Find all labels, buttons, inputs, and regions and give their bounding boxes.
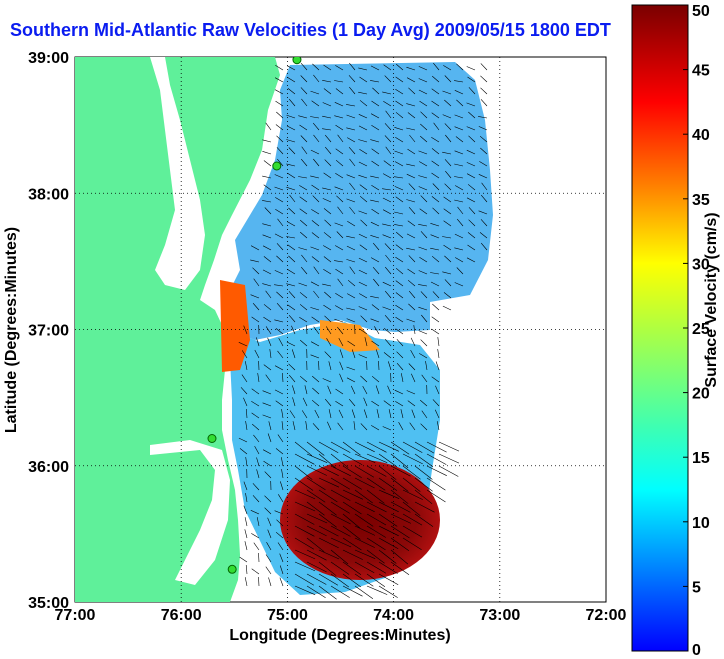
y-tick-label: 35:00 [28, 595, 69, 612]
station-marker [292, 57, 302, 65]
grid-lines [75, 57, 606, 602]
x-tick-label: 75:00 [267, 607, 308, 624]
colorbar-tick-label: 15 [692, 450, 710, 467]
station-marker [207, 434, 217, 443]
colorbar-tick-label: 50 [692, 3, 710, 20]
colorbar: 0 5 10 15 20 25 30 35 40 45 50 Surface Velocity (c… [631, 3, 720, 659]
x-tick-label: 72:00 [586, 607, 627, 624]
velocity-hotspot-west [220, 280, 250, 372]
land-mass [75, 57, 280, 602]
colorbar-scale [631, 4, 689, 652]
x-axis-label: Longitude (Degrees:Minutes) [229, 627, 450, 644]
station-marker [272, 161, 282, 171]
velocity-hotspot-southeast [280, 460, 440, 580]
colorbar-tick-label: 10 [692, 515, 710, 532]
x-tick-label: 74:00 [373, 607, 414, 624]
colorbar-ticks: 0 5 10 15 20 25 30 35 40 45 50 [683, 3, 710, 659]
x-tick-label: 77:00 [55, 607, 96, 624]
x-tick-label: 73:00 [479, 607, 520, 624]
y-tick-label: 36:00 [28, 459, 69, 476]
y-axis-ticks: 39:00 38:00 37:00 36:00 35:00 [28, 50, 69, 612]
colorbar-tick-label: 30 [692, 256, 710, 273]
velocity-vectors [238, 62, 488, 600]
vector-arrows [238, 62, 488, 600]
y-tick-label: 39:00 [28, 50, 69, 67]
map-plot-area [74, 56, 607, 603]
station-marker [227, 564, 237, 574]
colorbar-tick-label: 5 [692, 579, 701, 596]
y-tick-label: 38:00 [28, 186, 69, 203]
bay-water-south [150, 440, 230, 585]
colorbar-tick-label: 35 [692, 192, 710, 209]
bay-water [150, 57, 205, 290]
y-tick-label: 37:00 [28, 323, 69, 340]
colorbar-label: Surface Velocity (cm/s) [703, 212, 720, 387]
colorbar-tick-label: 20 [692, 386, 710, 403]
x-tick-label: 76:00 [161, 607, 202, 624]
colorbar-tick-label: 45 [692, 63, 710, 80]
velocity-field-north [225, 62, 493, 340]
colorbar-tick-label: 40 [692, 127, 710, 144]
radar-stations [207, 57, 302, 574]
colorbar-tick-label: 25 [692, 321, 710, 338]
chart-title: Southern Mid-Atlantic Raw Velocities (1 … [10, 20, 611, 40]
x-axis-ticks: 77:00 76:00 75:00 74:00 73:00 72:00 [55, 607, 627, 624]
colorbar-tick-label: 0 [692, 642, 701, 659]
velocity-band-central [320, 320, 380, 352]
y-axis-label: Latitude (Degrees:Minutes) [3, 227, 20, 433]
